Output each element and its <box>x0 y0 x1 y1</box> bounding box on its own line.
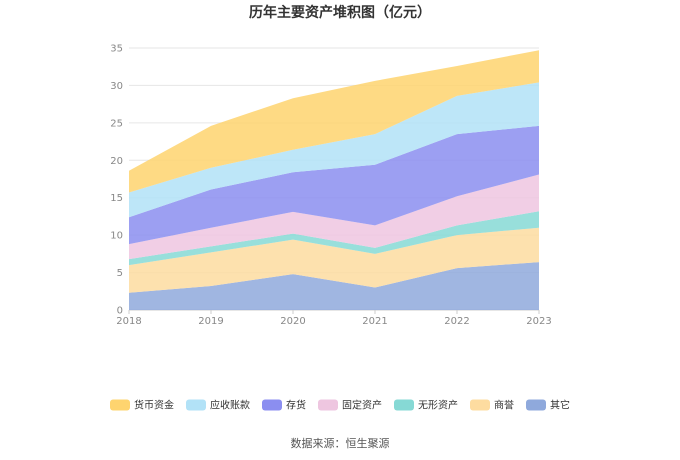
area-商誉 <box>129 227 539 293</box>
x-axis: 2018 2019 2020 2021 2022 2023 <box>116 310 552 327</box>
legend-swatch <box>470 399 490 411</box>
legend-label: 无形资产 <box>418 399 458 412</box>
legend-swatch <box>262 399 282 411</box>
x-tick-label: 2019 <box>198 316 223 327</box>
legend-item[interactable]: 货币资金 <box>110 399 174 412</box>
legend-swatch <box>110 399 130 411</box>
legend-label: 固定资产 <box>342 399 382 412</box>
legend-swatch <box>526 399 546 411</box>
legend-item[interactable]: 商誉 <box>470 399 514 412</box>
area-存货 <box>129 125 539 245</box>
x-tick-label: 2023 <box>526 316 551 327</box>
area-series <box>129 50 539 310</box>
legend-item[interactable]: 其它 <box>526 399 570 412</box>
legend-swatch <box>318 399 338 411</box>
legend-item[interactable]: 存货 <box>262 399 306 412</box>
legend-label: 商誉 <box>494 399 514 412</box>
area-货币资金 <box>129 50 539 193</box>
legend-item[interactable]: 无形资产 <box>394 399 458 412</box>
area-其它 <box>129 262 539 310</box>
y-axis: 0 5 10 15 20 25 30 35 <box>110 44 123 317</box>
legend-label: 应收账款 <box>210 399 250 412</box>
y-tick-label: 0 <box>117 306 123 317</box>
legend-label: 存货 <box>286 399 306 412</box>
legend-label: 其它 <box>550 399 570 412</box>
source-note: 数据来源：恒生聚源 <box>291 436 390 450</box>
y-tick-label: 15 <box>110 193 123 204</box>
legend-label: 货币资金 <box>134 399 174 412</box>
y-tick-label: 25 <box>110 118 123 129</box>
y-tick-label: 10 <box>110 231 123 242</box>
chart-title: 历年主要资产堆积图（亿元） <box>249 4 431 21</box>
legend: 货币资金 应收账款 存货 固定资产 无形资产 商誉 其它 <box>110 399 570 412</box>
y-tick-label: 5 <box>117 268 123 279</box>
x-tick-label: 2021 <box>362 316 387 327</box>
y-tick-label: 30 <box>110 81 123 92</box>
x-tick-label: 2022 <box>444 316 469 327</box>
x-tick-label: 2018 <box>116 316 141 327</box>
area-应收账款 <box>129 82 539 218</box>
area-固定资产 <box>129 174 539 260</box>
legend-item[interactable]: 应收账款 <box>186 399 250 412</box>
x-tick-label: 2020 <box>280 316 305 327</box>
y-tick-label: 20 <box>110 156 123 167</box>
legend-item[interactable]: 固定资产 <box>318 399 382 412</box>
y-tick-label: 35 <box>110 44 123 55</box>
legend-swatch <box>186 399 206 411</box>
legend-swatch <box>394 399 414 411</box>
